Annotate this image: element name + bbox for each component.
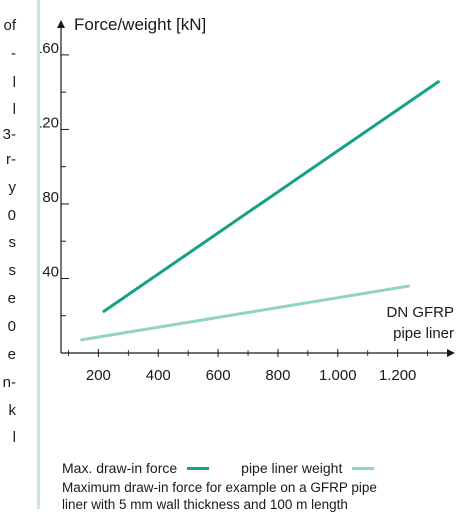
legend-label-force: Max. draw-in force: [62, 460, 178, 477]
adjacent-page-text: of - l l 3- r- y 0 s s e 0 e n- k l: [0, 0, 24, 509]
adjacent-text-fragment: 3-: [2, 126, 16, 143]
adjacent-text-fragment: 0: [7, 207, 16, 224]
legend-label-weight: pipe liner weight: [241, 460, 343, 477]
y-tick-label: 80: [42, 189, 59, 206]
adjacent-text-fragment: n-: [2, 374, 16, 391]
adjacent-text-fragment: l: [12, 74, 16, 91]
adjacent-text-fragment: s: [8, 262, 17, 279]
line-chart: Force/weight [kN] 40 80 120 160 200 400 600 800 1…: [40, 15, 455, 384]
adjacent-text-fragment: r-: [6, 151, 16, 168]
adjacent-text-fragment: 0: [7, 318, 16, 335]
y-axis-title: Force/weight [kN]: [74, 15, 206, 34]
x-tick-label: 1.000: [319, 367, 357, 384]
adjacent-text-fragment: l: [12, 429, 16, 446]
x-axis-title-line-1: DN GFRP: [387, 304, 455, 321]
column-divider: [37, 0, 40, 509]
adjacent-text-fragment: -: [11, 45, 16, 62]
adjacent-text-fragment: s: [8, 234, 17, 251]
x-tick-label: 200: [86, 367, 111, 384]
x-tick-label: 600: [206, 367, 231, 384]
adjacent-text-fragment: y: [8, 179, 17, 196]
x-tick-label: 800: [265, 367, 290, 384]
series-line-max-draw-in-force: [102, 79, 441, 314]
y-axis-arrow: [57, 20, 65, 28]
x-tick-label: 1.200: [379, 367, 417, 384]
y-tick-label: 40: [42, 263, 59, 280]
caption-line-2: liner with 5 mm wall thickness and 100 m…: [62, 497, 348, 512]
y-tick-label: 160: [40, 40, 59, 57]
x-axis-arrow: [447, 349, 455, 357]
series-line-pipe-liner-weight: [80, 284, 410, 342]
legend-swatch-weight: [352, 466, 375, 470]
chart-caption: Maximum draw-in force for example on a G…: [62, 479, 456, 513]
adjacent-text-fragment: of: [3, 17, 16, 34]
chart-legend: Max. draw-in force pipe liner weight: [62, 459, 456, 476]
adjacent-text-fragment: k: [8, 402, 17, 419]
adjacent-text-fragment: e: [7, 346, 16, 363]
x-tick-label: 400: [146, 367, 171, 384]
adjacent-text-fragment: e: [7, 290, 16, 307]
adjacent-text-fragment: l: [12, 101, 16, 118]
legend-swatch-force: [187, 466, 210, 470]
y-tick-label: 120: [40, 114, 59, 131]
x-axis-title-line-2: pipe liner: [393, 325, 454, 342]
caption-line-1: Maximum draw-in force for example on a G…: [62, 480, 377, 495]
